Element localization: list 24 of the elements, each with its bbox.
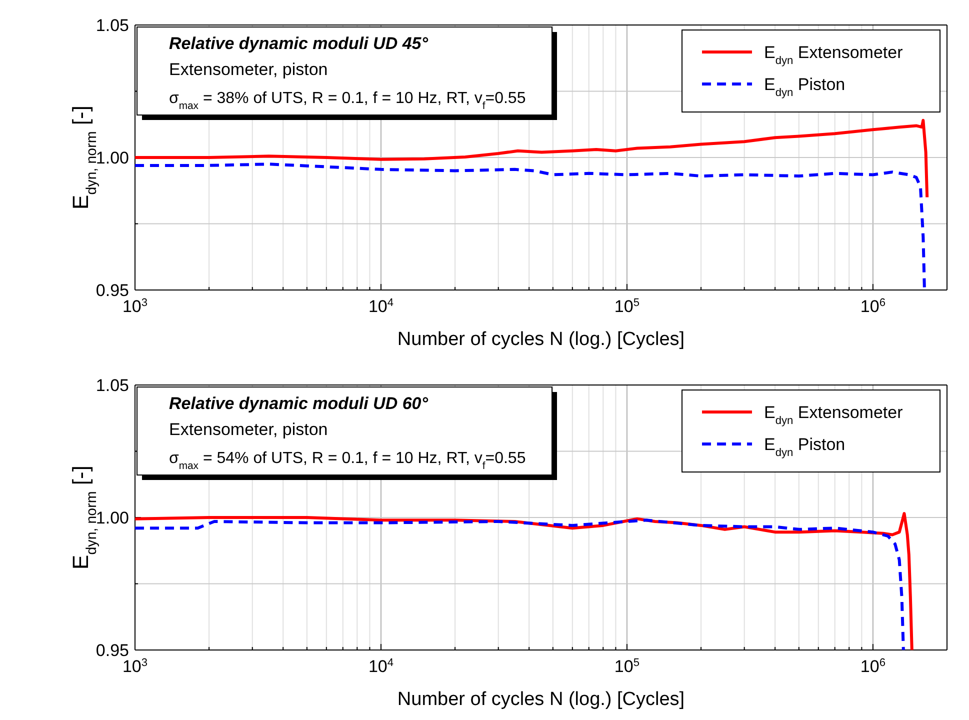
text: Relative dynamic moduli UD 60° xyxy=(169,394,428,413)
text: Extensometer, piston xyxy=(169,60,328,79)
x-axis-title: Number of cycles N (log.) [Cycles] xyxy=(397,689,685,710)
text: Extensometer, piston xyxy=(169,420,328,439)
annotation: σ$_{max}$ = 38% of UTS, R = 0.1, f = 10 Hz, RT, v$_{f}$=0.55 xyxy=(169,90,526,112)
y-tick-label: 0.95 xyxy=(96,280,129,300)
y-tick-label: 1.05 xyxy=(96,16,129,35)
x-tick-label: 10$^{4}$ xyxy=(368,297,394,316)
x-axis-title: Number of cycles N (log.) [Cycles] xyxy=(397,329,685,350)
y-tick-label: 1.05 xyxy=(96,376,129,395)
x-tick-label: 10$^{3}$ xyxy=(122,297,148,316)
legend-label: E$_{dyn}$ Piston xyxy=(764,75,846,99)
x-tick-label: 10$^{6}$ xyxy=(860,657,886,676)
legend-label: E$_{dyn}$ Piston xyxy=(764,435,846,459)
legend-label: E$_{dyn}$ Extensometer xyxy=(764,403,904,427)
x-tick-label: 10$^{6}$ xyxy=(860,297,886,316)
x-tick-label: 10$^{5}$ xyxy=(614,657,640,676)
text: Relative dynamic moduli UD 45° xyxy=(169,34,428,53)
annotation: σ$_{max}$ = 54% of UTS, R = 0.1, f = 10 Hz, RT, v$_{f}$=0.55 xyxy=(169,450,526,472)
x-tick-label: 10$^{5}$ xyxy=(614,297,640,316)
x-tick-label: 10$^{3}$ xyxy=(122,657,148,676)
x-tick-label: 10$^{4}$ xyxy=(368,657,394,676)
y-tick-label: 0.95 xyxy=(96,640,129,660)
legend-label: E$_{dyn}$ Extensometer xyxy=(764,43,904,67)
